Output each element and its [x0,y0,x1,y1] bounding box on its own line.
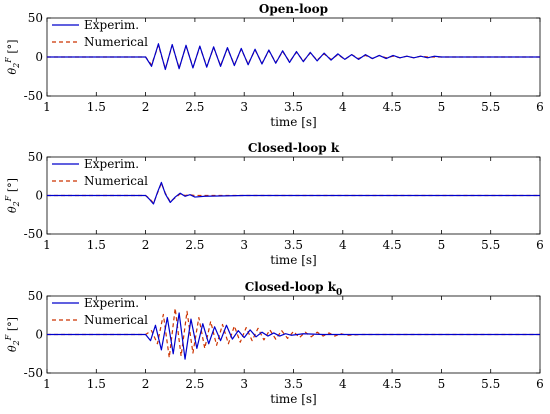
y-tick-label: 50 [28,11,43,25]
x-tick-label: 4 [339,238,347,252]
y-label-superscript: F [4,195,13,202]
x-tick-label: 2 [142,238,150,252]
y-label-subscript: 2 [12,340,21,346]
x-tick-label: 5 [438,100,446,114]
chart-title: Closed-loop k0 [245,280,343,298]
x-tick-label: 4 [339,377,347,391]
x-axis-label: time [s] [270,253,316,267]
y-label-symbol: θ [6,67,19,74]
y-tick-label: 50 [28,150,43,164]
y-label-subscript: 2 [12,63,21,69]
y-tick-label: 0 [35,328,43,342]
chart-title-text: Closed-loop k [248,141,340,155]
y-label-unit: [°] [6,40,19,58]
x-tick-label: 3 [240,377,248,391]
chart-title-text: Open-loop [259,2,328,16]
series-line-experimental [47,312,540,360]
series-line-experimental [47,181,540,205]
x-tick-label: 4.5 [383,238,402,252]
x-tick-label: 3.5 [284,238,303,252]
x-tick-label: 5 [438,377,446,391]
x-tick-label: 2.5 [185,100,204,114]
legend-label-numerical: Numerical [84,35,148,49]
x-tick-label: 6 [536,100,544,114]
y-tick-label: -50 [24,366,43,380]
x-tick-label: 3 [240,100,248,114]
x-tick-label: 1 [43,100,51,114]
series-line-experimental [47,43,540,71]
y-label-symbol: θ [6,206,19,213]
x-tick-label: 5.5 [481,377,500,391]
y-axis-label: θ2F [°] [4,40,21,75]
x-tick-label: 5 [438,238,446,252]
x-tick-label: 1 [43,238,51,252]
x-tick-label: 1 [43,377,51,391]
y-tick-label: 0 [35,50,43,64]
legend-label-experimental: Experim. [84,296,139,310]
series-line-numerical [47,307,540,359]
y-tick-label: -50 [24,89,43,103]
x-tick-label: 4.5 [383,100,402,114]
x-tick-label: 5.5 [481,100,500,114]
x-tick-label: 2 [142,377,150,391]
y-tick-label: 0 [35,189,43,203]
chart-title-text: Closed-loop k [245,280,337,294]
x-tick-label: 2.5 [185,238,204,252]
x-tick-label: 2 [142,100,150,114]
y-label-unit: [°] [6,178,19,196]
x-tick-label: 3.5 [284,377,303,391]
x-tick-label: 3 [240,238,248,252]
legend-label-numerical: Numerical [84,174,148,188]
y-tick-label: -50 [24,227,43,241]
chart-title-subscript: 0 [336,288,342,298]
x-axis-label: time [s] [270,115,316,129]
y-axis-label: θ2F [°] [4,178,21,213]
y-label-symbol: θ [6,345,19,352]
y-tick-label: 50 [28,289,43,303]
y-label-superscript: F [4,57,13,64]
x-tick-label: 4 [339,100,347,114]
x-tick-label: 1.5 [87,238,106,252]
y-label-unit: [°] [6,317,19,335]
chart-title: Open-loop [259,2,328,16]
x-tick-label: 6 [536,377,544,391]
chart-panel-1: Open-loop 1 1.5 2 2.5 3 3.5 4 4.5 5 5.5 6 50 0 -50 time… [4,2,544,129]
x-tick-label: 5.5 [481,238,500,252]
y-axis-label: θ2F [°] [4,317,21,352]
x-tick-label: 1.5 [87,377,106,391]
chart-panel-2: Closed-loop k 1 1.5 2 2.5 3 3.5 4 4.5 5 5.5 6 50 0 -50… [4,141,544,267]
x-tick-label: 1.5 [87,100,106,114]
x-tick-label: 2.5 [185,377,204,391]
x-axis-label: time [s] [270,392,316,406]
chart-panel-3: Closed-loop k01 1.5 2 2.5 3 3.5 4 4.5 5 5.5 6500-5… [4,280,544,406]
x-tick-label: 3.5 [284,100,303,114]
legend-label-numerical: Numerical [84,313,148,327]
chart-title: Closed-loop k [248,141,340,155]
x-tick-label: 6 [536,238,544,252]
y-label-superscript: F [4,334,13,341]
x-tick-label: 4.5 [383,377,402,391]
legend-label-experimental: Experim. [84,18,139,32]
legend-label-experimental: Experim. [84,157,139,171]
y-label-subscript: 2 [12,201,21,207]
